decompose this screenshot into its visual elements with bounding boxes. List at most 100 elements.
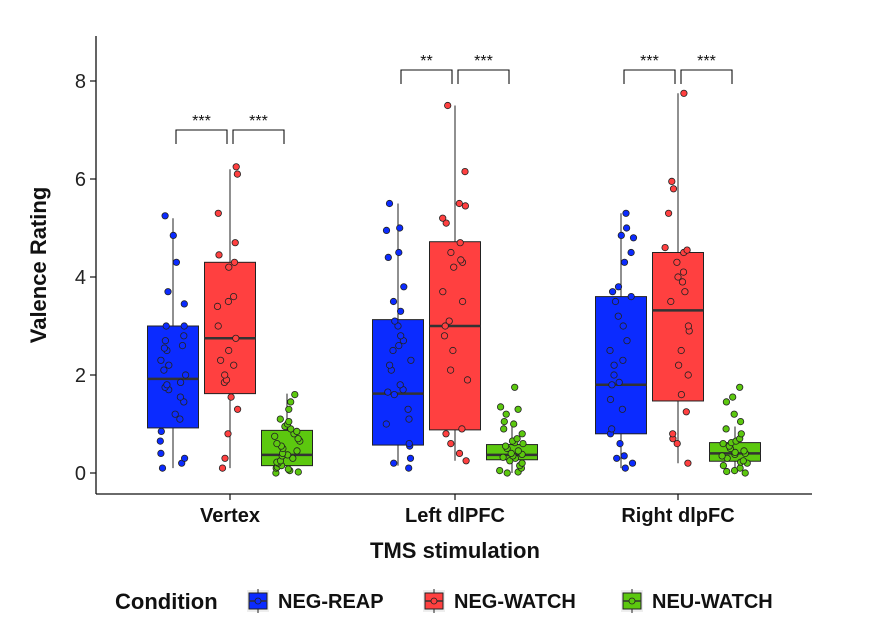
bracket-line: [623, 69, 676, 84]
significance-bracket: ***: [457, 53, 510, 84]
y-tick-label: 4: [75, 267, 86, 289]
data-point: [157, 356, 165, 364]
data-point: [181, 454, 189, 462]
legend-title: Condition: [115, 589, 218, 614]
data-point: [161, 337, 169, 345]
data-point: [606, 395, 615, 404]
data-point: [214, 322, 222, 330]
data-point: [500, 417, 508, 426]
data-point: [234, 405, 242, 413]
data-point: [218, 464, 227, 472]
data-point: [669, 185, 678, 193]
data-point: [661, 244, 669, 252]
data-point: [276, 415, 284, 423]
significance-label: ***: [249, 113, 268, 130]
data-point: [718, 452, 726, 460]
data-point: [519, 439, 527, 448]
box-neu-watch-2: [486, 383, 538, 477]
data-point: [669, 430, 677, 438]
data-point: [617, 231, 625, 239]
data-point: [441, 322, 449, 330]
data-point: [157, 427, 165, 435]
significance-bracket: ***: [680, 53, 733, 84]
data-point: [404, 405, 412, 413]
data-point: [232, 334, 240, 342]
bracket-line: [457, 69, 510, 84]
data-point: [513, 435, 521, 443]
data-point: [621, 464, 629, 472]
data-point: [499, 453, 507, 461]
data-point: [391, 317, 399, 325]
data-point: [741, 469, 749, 477]
data-point: [614, 312, 622, 320]
data-point: [736, 464, 744, 472]
data-point: [176, 415, 184, 423]
data-point: [722, 398, 731, 406]
data-point: [396, 381, 404, 389]
significance-label: ***: [640, 53, 659, 70]
data-point: [382, 226, 391, 234]
data-point: [673, 258, 681, 266]
data-point: [385, 199, 394, 208]
significance-label: ***: [192, 113, 211, 130]
data-point: [289, 454, 297, 462]
data-point: [455, 199, 463, 208]
data-point: [608, 381, 616, 389]
data-point: [405, 415, 413, 423]
data-point: [619, 356, 627, 364]
data-point: [171, 410, 179, 418]
data-point: [619, 322, 627, 330]
legend-key-point: [628, 597, 636, 605]
data-point: [622, 209, 630, 217]
legend-item-neg-watch: NEG-WATCH: [423, 589, 576, 613]
data-point: [731, 448, 739, 456]
data-point: [177, 378, 185, 386]
data-point: [172, 258, 180, 266]
data-point: [736, 383, 744, 391]
data-point: [679, 268, 688, 276]
data-point: [627, 292, 635, 301]
data-point: [445, 317, 453, 325]
data-point: [163, 381, 171, 389]
data-point: [623, 337, 631, 345]
data-point: [620, 258, 629, 266]
box-neu-watch-1: [261, 390, 313, 477]
legend-label: NEG-REAP: [278, 591, 384, 613]
data-point: [180, 398, 188, 406]
data-point: [182, 371, 190, 379]
data-point: [161, 212, 169, 220]
data-point: [384, 253, 392, 261]
data-point: [397, 332, 405, 340]
data-point: [230, 361, 238, 369]
data-point: [294, 468, 302, 476]
bracket-line: [175, 129, 228, 144]
y-tick-label: 8: [75, 71, 86, 93]
data-point: [628, 459, 637, 467]
x-tick-label: Left dlPFC: [405, 505, 505, 527]
data-point: [610, 361, 618, 369]
data-point: [518, 430, 526, 438]
data-point: [450, 263, 458, 271]
data-point: [674, 361, 683, 369]
data-point: [293, 427, 301, 435]
data-point: [618, 405, 627, 413]
data-point: [615, 378, 623, 386]
data-point: [291, 390, 299, 399]
significance-label: ***: [697, 53, 716, 70]
data-point: [395, 341, 403, 350]
legend-label: NEG-WATCH: [454, 591, 576, 613]
data-point: [287, 398, 295, 406]
data-point: [384, 388, 392, 396]
data-point: [440, 332, 449, 340]
data-point: [294, 435, 302, 443]
data-point: [449, 346, 457, 355]
data-point: [284, 465, 292, 473]
data-point: [719, 439, 727, 448]
data-point: [511, 383, 519, 391]
data-point: [406, 454, 415, 462]
data-point: [444, 101, 452, 110]
data-point: [664, 209, 673, 217]
significance-bracket: ***: [232, 113, 285, 144]
legend-label: NEU-WATCH: [652, 591, 773, 613]
